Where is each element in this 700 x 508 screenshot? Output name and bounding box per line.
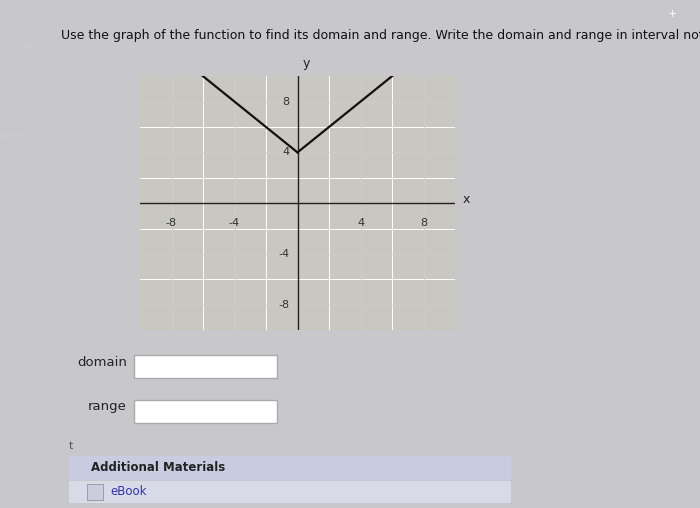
FancyBboxPatch shape (69, 456, 511, 480)
Text: +: + (667, 9, 677, 19)
Text: eBook: eBook (111, 486, 147, 498)
FancyBboxPatch shape (69, 482, 511, 503)
Text: -8: -8 (166, 218, 177, 229)
Text: domain: domain (77, 356, 127, 369)
Text: t: t (69, 441, 73, 451)
Text: 4: 4 (283, 147, 290, 157)
Text: om: om (18, 71, 32, 80)
Text: t how: t how (12, 102, 37, 111)
Text: range: range (88, 400, 127, 413)
Text: 4: 4 (357, 218, 364, 229)
Text: -4: -4 (279, 249, 290, 259)
Text: Use the graph of the function to find its domain and range. Write the domain and: Use the graph of the function to find it… (61, 29, 700, 42)
Text: ender: ender (11, 41, 38, 50)
Text: 8: 8 (420, 218, 427, 229)
Text: -8: -8 (279, 300, 290, 310)
Text: complies...: complies... (0, 132, 49, 141)
Text: -4: -4 (229, 218, 240, 229)
FancyBboxPatch shape (134, 355, 277, 378)
Text: x: x (463, 193, 470, 206)
FancyBboxPatch shape (134, 399, 277, 423)
Text: Additional Materials: Additional Materials (91, 461, 225, 474)
Text: y: y (302, 57, 309, 70)
FancyBboxPatch shape (87, 484, 103, 500)
Text: 8: 8 (283, 97, 290, 107)
